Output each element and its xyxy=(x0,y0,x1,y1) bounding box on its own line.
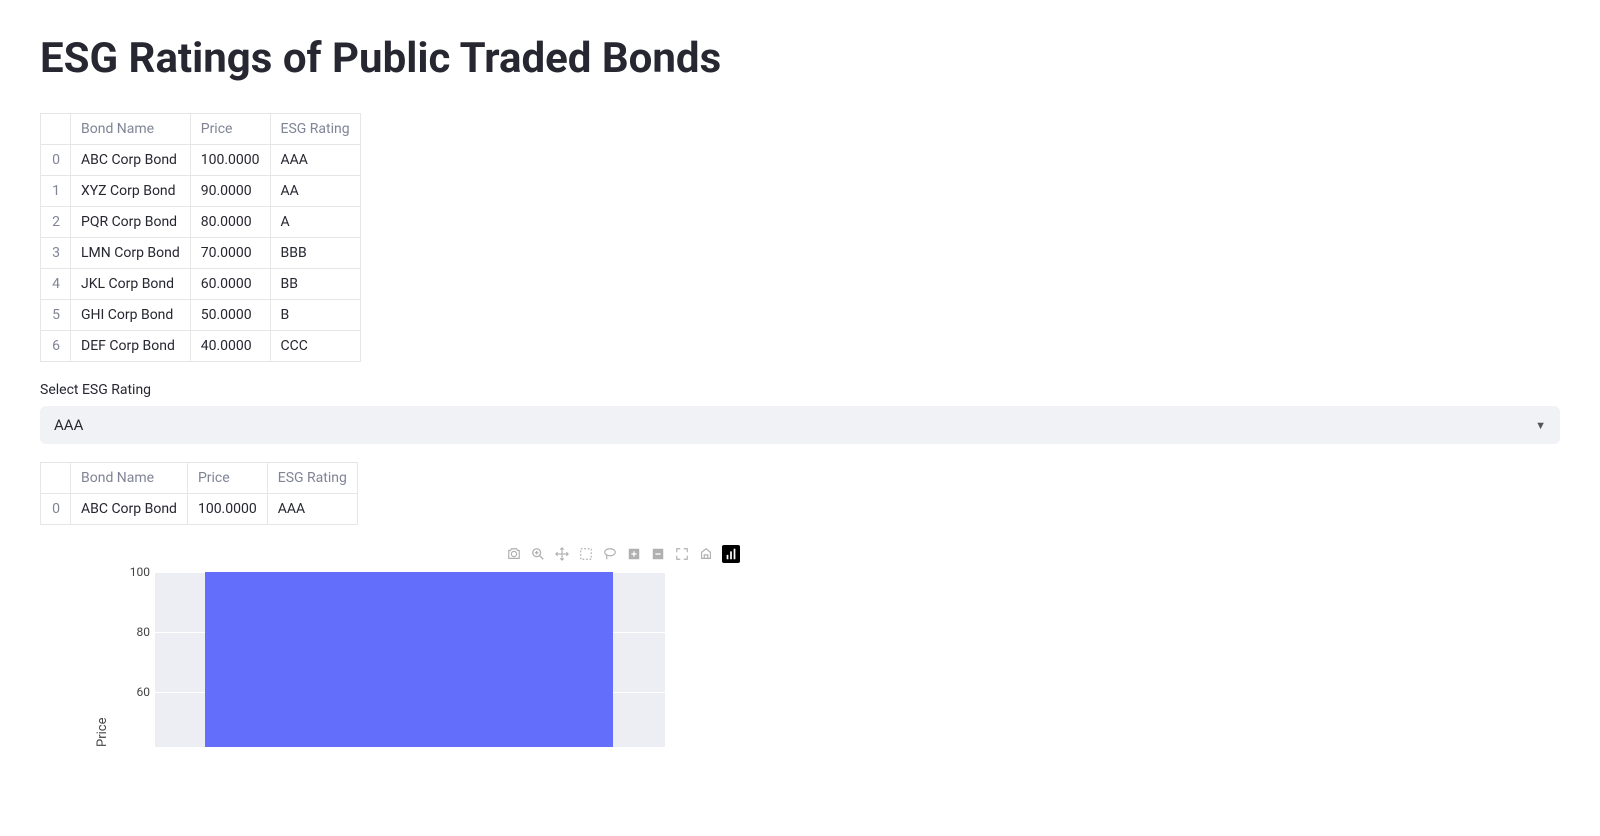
camera-icon[interactable] xyxy=(506,546,522,562)
table-column-header: Price xyxy=(190,114,270,145)
table-cell: JKL Corp Bond xyxy=(71,269,191,300)
table-cell: 90.0000 xyxy=(190,176,270,207)
table-column-header: Price xyxy=(187,463,267,494)
table-row: 3LMN Corp Bond70.0000BBB xyxy=(41,238,361,269)
table-cell: LMN Corp Bond xyxy=(71,238,191,269)
esg-rating-select[interactable]: AAA ▼ xyxy=(40,406,1560,444)
table-cell: 60.0000 xyxy=(190,269,270,300)
table-cell: 40.0000 xyxy=(190,331,270,362)
main-data-table: Bond NamePriceESG Rating 0ABC Corp Bond1… xyxy=(40,113,361,362)
autoscale-icon[interactable] xyxy=(674,546,690,562)
table-cell: 0 xyxy=(41,494,71,525)
table-row: 5GHI Corp Bond50.0000B xyxy=(41,300,361,331)
table-cell: BB xyxy=(270,269,360,300)
table-cell: 100.0000 xyxy=(190,145,270,176)
page-title: ESG Ratings of Public Traded Bonds xyxy=(40,34,1560,83)
table-column-header: Bond Name xyxy=(71,114,191,145)
table-cell: 1 xyxy=(41,176,71,207)
zoom-out-icon[interactable] xyxy=(650,546,666,562)
table-row: 6DEF Corp Bond40.0000CCC xyxy=(41,331,361,362)
table-column-header: ESG Rating xyxy=(267,463,357,494)
table-row: 4JKL Corp Bond60.0000BB xyxy=(41,269,361,300)
table-cell: A xyxy=(270,207,360,238)
table-column-header: Bond Name xyxy=(71,463,188,494)
table-cell: 3 xyxy=(41,238,71,269)
table-cell: 100.0000 xyxy=(187,494,267,525)
pan-icon[interactable] xyxy=(554,546,570,562)
table-index-header xyxy=(41,463,71,494)
y-tick-label: 100 xyxy=(126,567,150,579)
y-tick-label: 80 xyxy=(126,625,150,639)
table-cell: XYZ Corp Bond xyxy=(71,176,191,207)
table-index-header xyxy=(41,114,71,145)
table-cell: 6 xyxy=(41,331,71,362)
table-cell: PQR Corp Bond xyxy=(71,207,191,238)
table-cell: CCC xyxy=(270,331,360,362)
y-tick-label: 60 xyxy=(126,685,150,699)
select-value: AAA xyxy=(54,416,83,434)
reset-axes-icon[interactable] xyxy=(698,546,714,562)
table-cell: 70.0000 xyxy=(190,238,270,269)
table-cell: ABC Corp Bond xyxy=(71,145,191,176)
table-cell: BBB xyxy=(270,238,360,269)
table-column-header: ESG Rating xyxy=(270,114,360,145)
table-row: 0ABC Corp Bond100.0000AAA xyxy=(41,494,358,525)
table-cell: AAA xyxy=(270,145,360,176)
plotly-logo-icon[interactable] xyxy=(722,545,740,563)
zoom-in-icon[interactable] xyxy=(626,546,642,562)
table-cell: AA xyxy=(270,176,360,207)
box-select-icon[interactable] xyxy=(578,546,594,562)
table-cell: 2 xyxy=(41,207,71,238)
select-label: Select ESG Rating xyxy=(40,382,1560,398)
table-cell: 5 xyxy=(41,300,71,331)
table-cell: B xyxy=(270,300,360,331)
table-cell: GHI Corp Bond xyxy=(71,300,191,331)
y-axis-title: Price xyxy=(95,718,110,747)
table-row: 0ABC Corp Bond100.0000AAA xyxy=(41,145,361,176)
table-cell: 0 xyxy=(41,145,71,176)
table-row: 2PQR Corp Bond80.0000A xyxy=(41,207,361,238)
table-cell: ABC Corp Bond xyxy=(71,494,188,525)
chevron-down-icon: ▼ xyxy=(1535,419,1546,432)
lasso-select-icon[interactable] xyxy=(602,546,618,562)
zoom-icon[interactable] xyxy=(530,546,546,562)
table-cell: 80.0000 xyxy=(190,207,270,238)
table-cell: 50.0000 xyxy=(190,300,270,331)
plotly-toolbar xyxy=(40,545,740,563)
chart-bar[interactable] xyxy=(205,572,613,747)
table-row: 1XYZ Corp Bond90.0000AA xyxy=(41,176,361,207)
filtered-data-table: Bond NamePriceESG Rating 0ABC Corp Bond1… xyxy=(40,462,358,525)
table-cell: DEF Corp Bond xyxy=(71,331,191,362)
table-cell: 4 xyxy=(41,269,71,300)
table-cell: AAA xyxy=(267,494,357,525)
price-bar-chart: Price 100 80 60 xyxy=(40,567,740,747)
